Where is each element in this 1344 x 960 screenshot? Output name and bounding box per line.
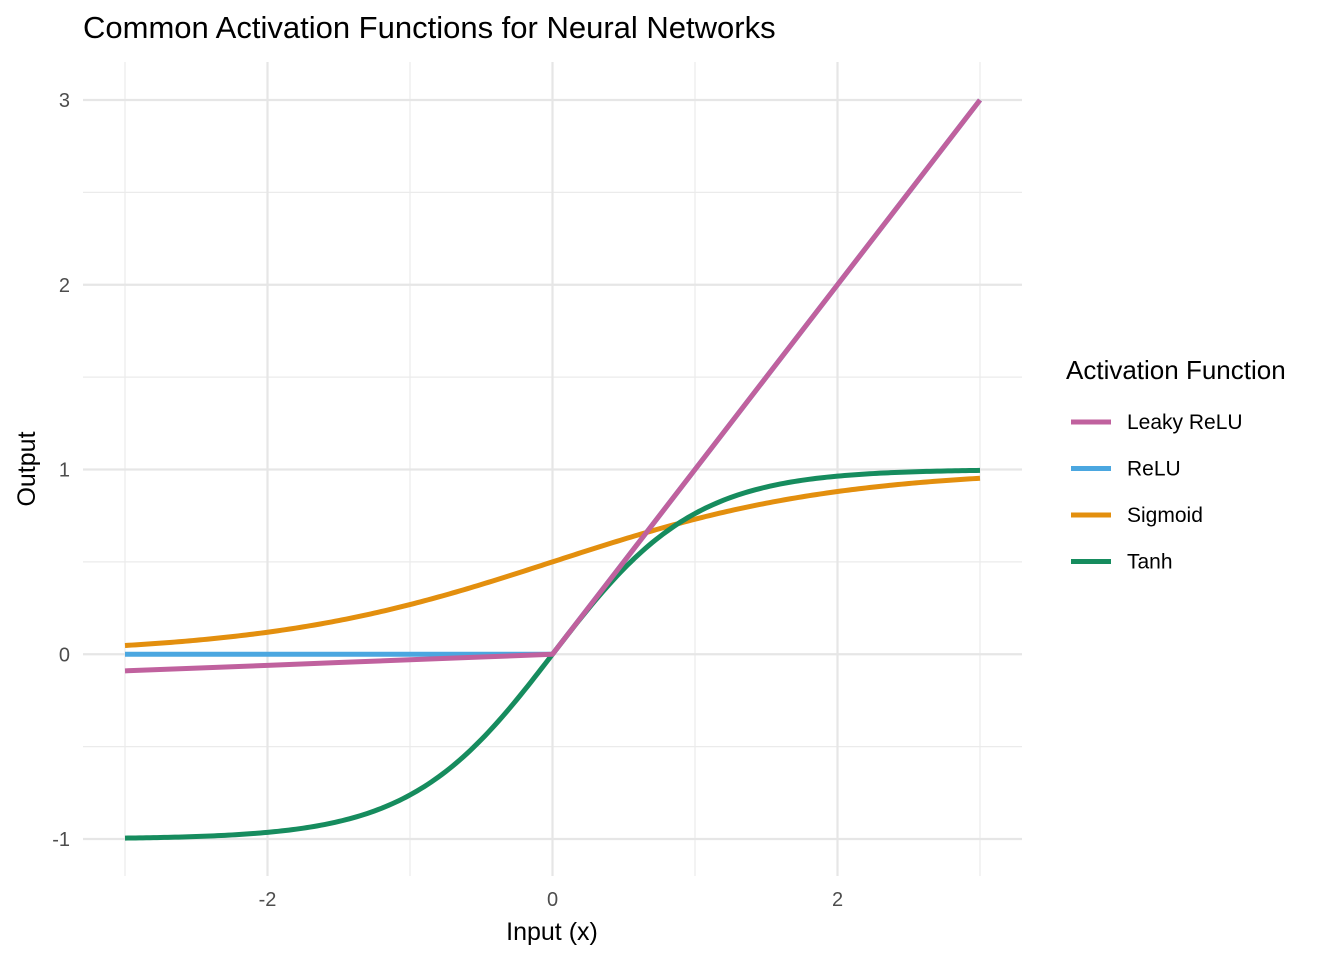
chart-title: Common Activation Functions for Neural N… [83,10,776,45]
legend: Activation Function Leaky ReLU ReLU Sigmoi… [1066,355,1286,574]
legend-title: Activation Function [1066,355,1286,385]
y-tick-label: -1 [52,829,70,851]
x-axis-title: Input (x) [506,918,598,946]
series-lines [124,98,982,841]
x-tick-label: 0 [547,889,558,911]
y-tick-label: 2 [59,275,70,297]
x-axis-tick-labels: -2 0 2 [259,889,843,911]
y-tick-label: 1 [59,460,70,482]
legend-label: ReLU [1127,458,1181,481]
y-tick-label: 3 [59,90,70,112]
series-line-sigmoid [124,475,981,648]
y-tick-label: 0 [59,644,70,666]
series-line-leaky-relu [124,98,982,674]
y-axis-tick-labels: -1 0 1 2 3 [52,90,70,851]
x-tick-label: -2 [259,889,277,911]
legend-label: Leaky ReLU [1127,411,1243,434]
y-axis-title: Output [13,431,41,506]
major-gridlines [83,62,1022,876]
x-tick-label: 2 [832,889,843,911]
legend-items: Leaky ReLU ReLU Sigmoid Tanh [1071,411,1243,574]
legend-label: Tanh [1127,551,1173,574]
legend-label: Sigmoid [1127,504,1203,527]
